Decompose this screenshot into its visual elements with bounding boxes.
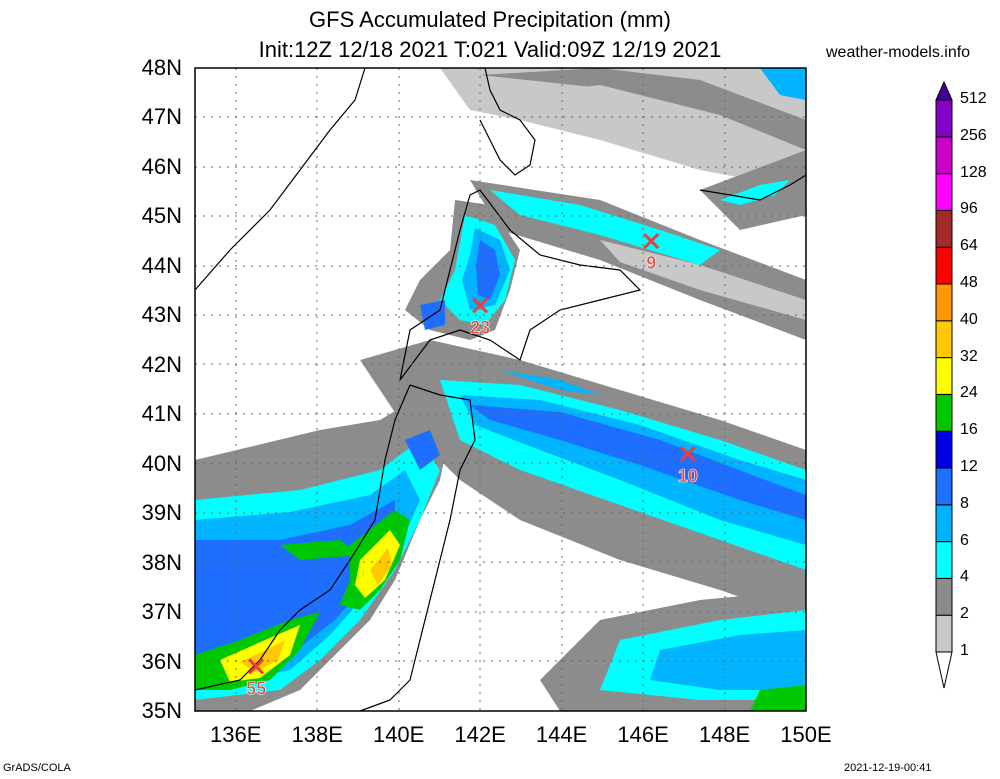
lat-tick-label: 48N [141,55,182,80]
colorbar-level-label: 512 [960,90,987,107]
colorbar-swatch [935,430,953,469]
colorbar-swatch [935,541,953,579]
lon-tick-label: 148E [698,722,751,747]
lat-tick-label: 45N [141,203,182,229]
max-marker-23: 23 [470,297,490,338]
chart-title: GFS Accumulated Precipitation (mm) [309,7,671,32]
max-marker-9: 9 [643,233,660,273]
lat-tick-label: 41N [141,401,182,427]
colorbar-level-label: 4 [960,568,969,586]
lat-tick-label: 38N [141,549,182,575]
colorbar-level-label: 24 [960,384,978,402]
colorbar-swatch [935,136,953,175]
lon-tick-label: 136E [210,722,262,747]
max-marker-label: 23 [470,317,490,337]
colorbar-level-label: 48 [960,274,978,291]
colorbar-swatch [935,173,953,211]
footer-timestamp: 2021-12-19-00:41 [844,762,932,774]
lon-tick-label: 150E [780,722,832,747]
map-frame [194,67,807,712]
lon-tick-label: 142E [454,722,506,747]
grid-lines [195,68,806,711]
colorbar-level-label: 1 [960,642,969,659]
max-marker-label: 10 [678,466,698,486]
lat-tick-label: 36N [141,648,182,674]
lon-tick-label: 140E [372,722,425,747]
lat-tick-label: 39N [141,500,182,526]
colorbar-swatch [935,467,953,506]
colorbar-level-label: 6 [960,531,969,549]
max-marker-label: 9 [646,253,656,273]
chart-subtitle: Init:12Z 12/18 2021 T:021 Valid:09Z 12/1… [258,37,722,62]
colorbar-level-label: 64 [960,237,978,255]
colorbar-level-label: 40 [960,310,978,328]
lon-tick-label: 144E [535,722,588,747]
colorbar-level-label: 128 [960,163,987,181]
footer-credit: GrADS/COLA [3,762,71,774]
colorbar-swatch [935,393,953,432]
colorbar-swatch [935,320,953,359]
colorbar-level-label: 2 [960,605,969,623]
colorbar-swatch [935,283,953,322]
colorbar-level-label: 32 [960,347,978,365]
colorbar-level-label: 96 [960,200,978,218]
lat-tick-label: 46N [141,153,182,179]
colorbar-swatch [935,577,953,616]
lat-tick-label: 47N [141,104,182,130]
colorbar-level-label: 256 [960,126,987,144]
website-label: weather-models.info [826,44,971,61]
colorbar-swatch [935,614,953,653]
colorbar-min-arrow [935,651,953,689]
lat-tick-label: 44N [141,252,182,278]
lat-tick-label: 37N [141,599,182,625]
colorbar-swatch [935,246,953,285]
max-marker-label: 55 [246,678,266,698]
colorbar-level-label: 16 [960,421,978,439]
precipitation-field [195,68,806,711]
lon-tick-label: 146E [617,722,669,747]
colorbar-swatch [935,504,953,543]
lat-tick-label: 35N [141,698,182,723]
max-marker-10: 10 [678,445,698,486]
colorbar-max-arrow [935,80,953,101]
colorbar-swatch [935,99,953,138]
colorbar [935,80,953,689]
colorbar-level-label: 8 [960,494,969,512]
colorbar-swatch [935,209,953,248]
lon-tick-label: 138E [291,722,343,747]
max-marker-55: 55 [246,658,266,699]
colorbar-level-label: 12 [960,458,978,475]
lat-tick-label: 40N [141,450,182,476]
coastlines [195,68,806,711]
lat-tick-label: 43N [141,302,182,328]
max-markers: 9 23 10 55 [246,233,698,699]
colorbar-swatch [935,357,953,395]
lat-tick-label: 42N [141,351,182,377]
